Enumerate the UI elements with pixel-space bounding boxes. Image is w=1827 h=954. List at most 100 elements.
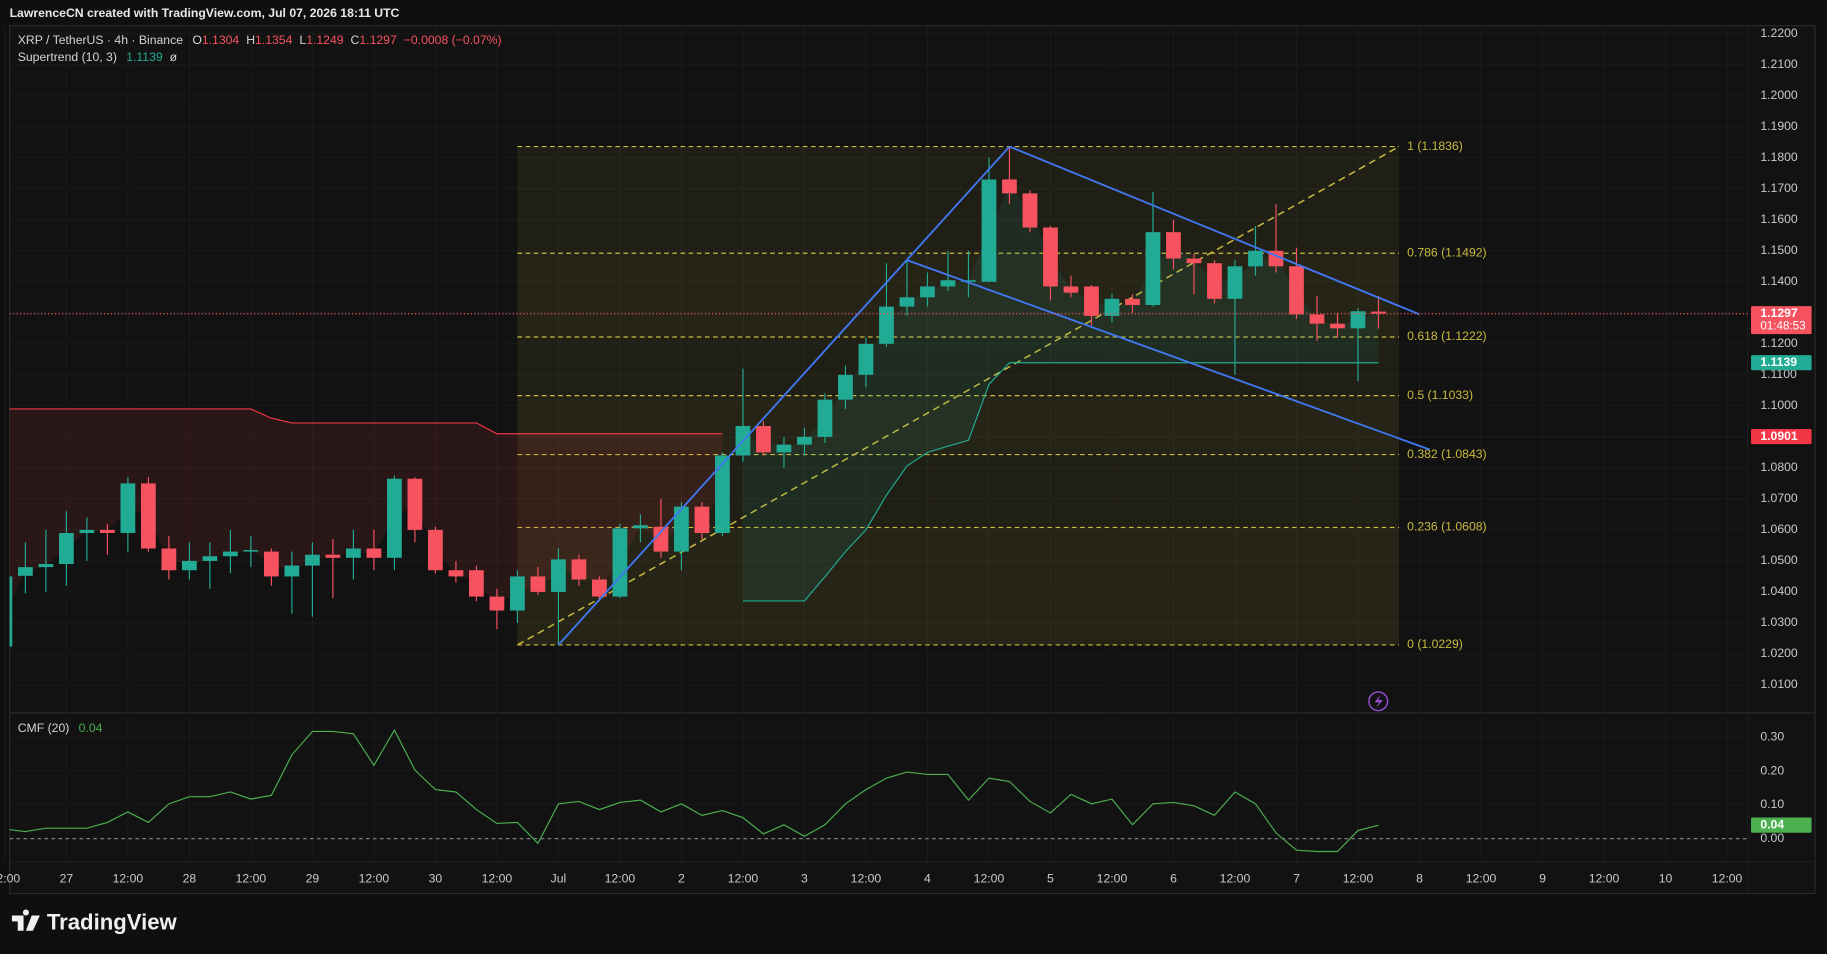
candle-body [776, 444, 792, 453]
legend-open: 1.1304 [202, 33, 240, 47]
x-tick-label: 2 [678, 872, 685, 886]
candle-body [1166, 232, 1181, 259]
legend-close: 1.1297 [359, 33, 397, 47]
cmf-tag: 0.04 [1760, 817, 1784, 831]
cmf-tick-label: 0.00 [1760, 831, 1784, 845]
candle-body [387, 478, 402, 558]
x-tick-label: 4 [924, 872, 931, 886]
candle-body [510, 576, 525, 611]
candle-body [1227, 266, 1243, 299]
candle-body [100, 529, 115, 534]
x-tick-label: 7 [1293, 872, 1300, 886]
x-tick-label: 3 [801, 872, 808, 886]
candle-body [1186, 258, 1202, 264]
x-tick-label: Jul [551, 872, 567, 886]
y-tick-label: 1.2200 [1760, 26, 1798, 40]
fib-zone [517, 454, 1399, 528]
x-tick-label: 28 [183, 872, 197, 886]
candle-body [17, 567, 33, 576]
legend-supertrend: Supertrend (10, 3) 1.1139 ø [18, 50, 178, 64]
candle-body [633, 525, 648, 529]
x-tick-label: 12:00 [113, 872, 144, 886]
candle-body [1371, 311, 1386, 314]
x-tick-label: 12:00 [0, 872, 20, 886]
y-tick-label: 1.1900 [1760, 119, 1798, 133]
x-tick-label: 12:00 [236, 872, 267, 886]
price-tag-bg [1751, 306, 1812, 335]
y-tick-label: 1.0800 [1760, 460, 1798, 474]
candle-body [838, 374, 853, 400]
cmf-name: CMF (20) [18, 721, 70, 735]
candle-body [469, 570, 484, 597]
x-tick-label: 12:00 [974, 872, 1005, 886]
candle-body [797, 436, 812, 445]
candle-body [1063, 286, 1079, 293]
fib-label: 0 (1.0229) [1407, 637, 1463, 651]
chart-frame [9, 25, 1816, 895]
candle-body [899, 297, 915, 307]
candle-body [571, 559, 587, 580]
cmf-tick-label: 0.20 [1760, 763, 1784, 777]
cmf-tag-bg [1751, 817, 1812, 833]
y-tick-label: 1.0600 [1760, 522, 1798, 536]
y-tick-label: 1.1100 [1760, 367, 1797, 381]
x-tick-label: 12:00 [1097, 872, 1128, 886]
legend-c: C [351, 33, 360, 47]
candle-body [940, 280, 956, 287]
legend-main: XRP / TetherUS · 4h · Binance O1.1304 H1.1… [18, 33, 502, 47]
candle-body [58, 533, 74, 565]
candle-body [674, 506, 689, 552]
legend-cmf: CMF (20) 0.04 [18, 721, 103, 735]
candle-body [1145, 232, 1161, 306]
candle-body [120, 483, 136, 534]
fib-trendline [517, 145, 1400, 646]
candle-body [202, 556, 218, 561]
x-tick-label: 6 [1170, 872, 1177, 886]
x-tick-label: 12:00 [605, 872, 636, 886]
candle-body [858, 343, 874, 375]
candle-body [981, 179, 997, 282]
supertrend-value: 1.1139 [126, 50, 163, 64]
candle-body [182, 560, 197, 571]
y-tick-label: 1.1800 [1760, 150, 1798, 164]
cmf-tick-label: 0.30 [1760, 729, 1784, 743]
candle-body [38, 564, 54, 568]
alert-icon[interactable] [1368, 691, 1389, 712]
x-tick-label: 12:00 [728, 872, 759, 886]
trend-line [1009, 145, 1420, 316]
candle-body [1043, 227, 1058, 287]
axes: 12:002712:002812:002912:003012:00Jul12:0… [0, 26, 1812, 886]
supertrend-up [742, 362, 1379, 602]
cmf-line [9, 728, 1379, 853]
candle-body [653, 526, 669, 552]
candle-body [346, 548, 361, 558]
fib-zone [517, 395, 1399, 455]
x-tick-label: 9 [1539, 872, 1546, 886]
logo-mark [11, 909, 40, 931]
y-tick-label: 1.0400 [1760, 584, 1798, 598]
candle-body [1248, 250, 1263, 267]
legend-title: XRP / TetherUS · 4h · Binance [18, 33, 183, 47]
candle-body [1330, 323, 1345, 329]
candle-body [1104, 298, 1120, 316]
candle-body [1289, 266, 1304, 315]
y-tick-label: 1.1600 [1760, 212, 1798, 226]
candle-body [428, 529, 443, 571]
fib-zone [517, 146, 1399, 254]
candle-body [756, 426, 771, 453]
price-tag: 1.1297 [1760, 306, 1798, 320]
alert-bolt [1374, 694, 1383, 709]
supertrend-icon: ø [170, 50, 178, 64]
attribution: LawrenceCN created with TradingView.com,… [10, 6, 400, 20]
candle-body [325, 554, 341, 558]
candle-body [1002, 179, 1017, 194]
legend-h: H [246, 33, 255, 47]
legend-l: L [299, 33, 306, 47]
y-tick-label: 1.0500 [1760, 553, 1798, 567]
candle-body [1125, 298, 1140, 306]
x-tick-label: 12:00 [359, 872, 390, 886]
legend-high: 1.1354 [255, 33, 293, 47]
x-tick-label: 8 [1416, 872, 1423, 886]
candle-body [264, 551, 279, 577]
